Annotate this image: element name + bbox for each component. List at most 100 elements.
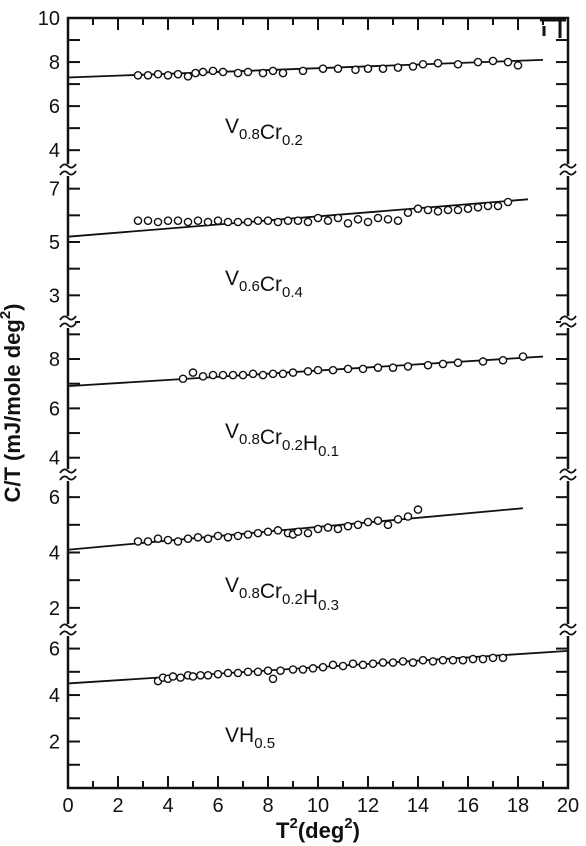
data-point [378, 64, 388, 73]
data-point [313, 213, 323, 223]
data-point [373, 363, 383, 372]
data-point [168, 672, 178, 681]
y-tick-label: 8 [49, 349, 60, 371]
data-point [373, 213, 383, 223]
data-point [353, 215, 363, 224]
data-point [213, 216, 223, 225]
data-point [178, 374, 188, 384]
data-point [503, 197, 513, 207]
data-point [288, 665, 298, 674]
data-point [318, 662, 328, 672]
data-point [191, 68, 200, 78]
break-mark [59, 322, 77, 328]
data-point [268, 369, 278, 379]
data-point [488, 56, 498, 66]
data-point [298, 665, 308, 674]
data-point [328, 660, 338, 670]
data-point [353, 520, 363, 530]
data-point [223, 668, 233, 678]
data-point [328, 365, 338, 375]
data-point [143, 216, 153, 225]
data-point [468, 654, 478, 664]
data-point [263, 666, 273, 675]
y-tick-label: 6 [49, 639, 60, 661]
data-point [276, 666, 285, 675]
data-point [203, 671, 213, 680]
data-point [203, 217, 213, 227]
data-point [351, 65, 360, 75]
data-point [243, 667, 253, 677]
x-tick-label: 10 [307, 795, 329, 817]
break-mark [59, 315, 77, 321]
data-point [358, 364, 368, 374]
data-point [273, 217, 283, 227]
data-point [303, 217, 313, 227]
data-point [443, 205, 453, 215]
x-tick-label: 0 [62, 795, 73, 817]
y-tick-label: 3 [49, 285, 60, 307]
break-mark [59, 623, 77, 629]
data-point [363, 217, 373, 227]
data-point [278, 369, 288, 379]
panel-2: 8 6 4 V0.8Cr0.2H0.1 [49, 333, 568, 470]
data-point [248, 369, 258, 379]
data-point [288, 368, 298, 377]
data-point [418, 655, 428, 665]
data-point [258, 370, 268, 380]
x-tick-label: 6 [212, 795, 223, 817]
data-point [518, 352, 528, 361]
data-point [253, 528, 263, 538]
data-point [513, 61, 523, 70]
break-mark [559, 322, 577, 328]
y-tick-label: 4 [49, 685, 60, 707]
data-point [333, 213, 343, 223]
data-point [438, 359, 448, 369]
data-point [153, 217, 163, 227]
data-point [268, 66, 278, 76]
panel-0: 10 8 6 4 V0.8Cr0.2 [38, 8, 568, 162]
data-point [378, 658, 388, 667]
data-point [223, 217, 233, 227]
break-mark [559, 475, 577, 481]
data-point [483, 201, 493, 211]
y-tick-label: 6 [49, 487, 60, 509]
data-point [433, 207, 443, 216]
data-point [403, 208, 413, 217]
data-point [268, 674, 278, 684]
x-tick-label: 16 [457, 795, 479, 817]
data-point [478, 654, 488, 664]
data-point [253, 667, 263, 677]
data-point [188, 368, 198, 377]
data-point [293, 527, 303, 537]
data-point [408, 658, 418, 667]
data-point [383, 215, 393, 224]
data-point [133, 70, 143, 80]
data-point [183, 217, 193, 227]
data-point [238, 370, 248, 380]
data-point [333, 64, 343, 73]
data-point [243, 67, 253, 77]
axis-breaks [59, 163, 577, 636]
data-point [313, 524, 323, 534]
y-tick-label: 5 [49, 232, 60, 254]
data-point [478, 357, 488, 366]
break-mark [59, 475, 77, 481]
x-tick-label: 14 [407, 795, 429, 817]
data-point [358, 660, 368, 670]
data-point [393, 63, 403, 72]
data-point [373, 516, 383, 525]
x-tick-label: 4 [162, 795, 173, 817]
data-point [163, 216, 173, 225]
data-point [243, 217, 253, 227]
data-point [303, 367, 313, 376]
data-point [433, 58, 443, 68]
data-point [243, 530, 253, 539]
panels: 10 8 6 4 V0.8Cr0.2 7 5 3 V0.6Cr0.4 8 6 4 V0.8Cr0.2H0… [38, 8, 569, 766]
data-point [363, 64, 373, 73]
x-axis-label: T2(deg2) [276, 815, 360, 843]
data-point [273, 526, 283, 535]
data-point [263, 527, 273, 537]
y-tick-label: 4 [49, 448, 60, 470]
